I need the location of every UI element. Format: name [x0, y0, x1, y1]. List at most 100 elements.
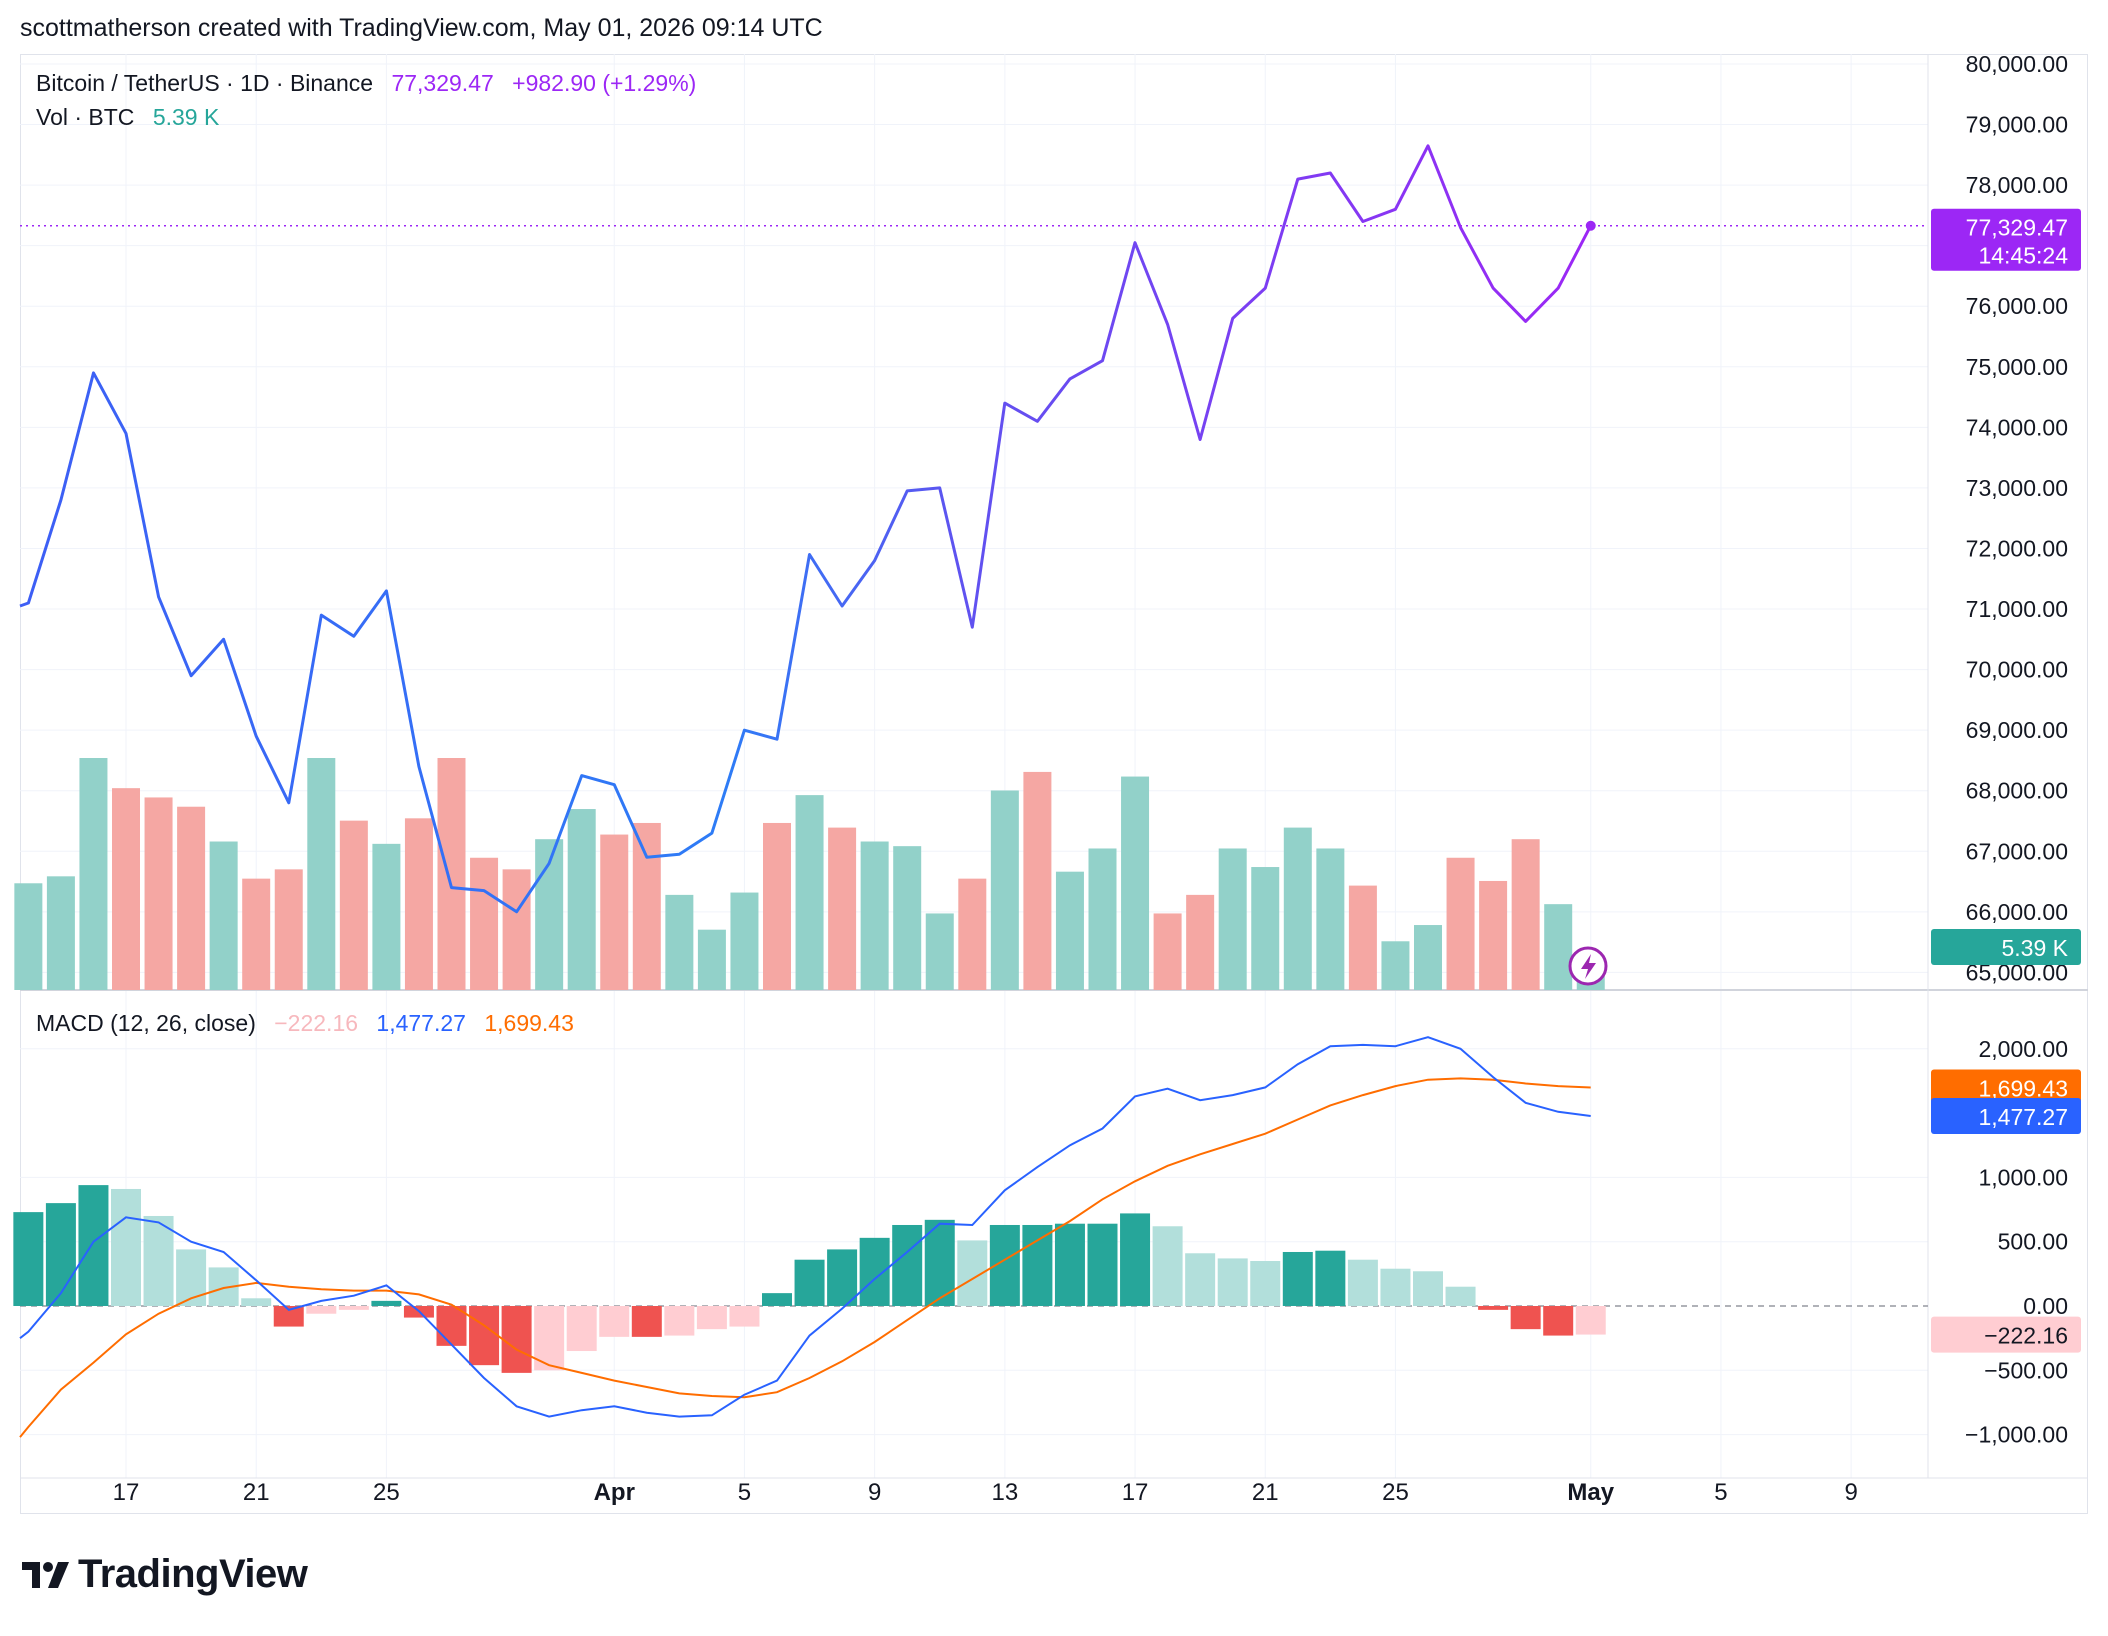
- price-tick-label: 70,000.00: [1966, 657, 2068, 683]
- volume-bar: [1121, 776, 1150, 990]
- volume-bar: [665, 894, 694, 990]
- lightning-icon: [1568, 946, 1608, 986]
- tradingview-logo[interactable]: TradingView: [22, 1552, 308, 1597]
- time-tick-label: 5: [1714, 1479, 1727, 1506]
- macd-histogram-bar: [176, 1249, 207, 1306]
- volume-bar: [958, 878, 987, 990]
- volume-bar: [1055, 871, 1084, 990]
- volume-bar: [1348, 885, 1377, 990]
- macd-histogram-bar: [1543, 1306, 1574, 1336]
- price-tick-label: 71,000.00: [1966, 596, 2068, 622]
- time-tick-label: 25: [373, 1479, 400, 1506]
- macd-badge-bg: [1931, 1098, 2081, 1135]
- legend-main: Bitcoin / TetherUS · 1D · Binance 77,329…: [36, 70, 696, 97]
- macd-histogram-bar: [1510, 1306, 1541, 1330]
- macd-signal-value: 1,699.43: [484, 1010, 574, 1036]
- macd-histogram-bar: [892, 1224, 923, 1306]
- macd-line-value: 1,477.27: [376, 1010, 466, 1036]
- time-tick-label: 5: [738, 1479, 751, 1506]
- volume-badge-text: 5.39 K: [2002, 935, 2069, 961]
- price-tick-label: 78,000.00: [1966, 172, 2068, 198]
- macd-histogram-bar: [827, 1249, 858, 1306]
- price-tick-label: 66,000.00: [1966, 899, 2068, 925]
- macd-histogram-bar: [436, 1306, 467, 1346]
- macd-histogram-bar: [1022, 1224, 1053, 1306]
- volume-bar: [242, 878, 271, 990]
- macd-histogram-bar: [78, 1185, 109, 1306]
- macd-histogram-bar: [1087, 1223, 1118, 1306]
- time-tick-label: 21: [243, 1479, 270, 1506]
- macd-histogram-bar: [664, 1306, 695, 1336]
- macd-histogram-bar: [1380, 1268, 1411, 1306]
- macd-badge-text: 1,477.27: [1978, 1104, 2068, 1130]
- volume-bar: [144, 797, 173, 990]
- hist-badge-bg: [1931, 1316, 2081, 1353]
- symbol-title[interactable]: Bitcoin / TetherUS · 1D · Binance: [36, 70, 374, 96]
- macd-histogram-bar: [143, 1215, 174, 1306]
- signal-badge-text: 1,699.43: [1978, 1075, 2068, 1101]
- macd-tick-label: −500.00: [1984, 1357, 2068, 1383]
- macd-histogram-bar: [762, 1293, 792, 1306]
- macd-histogram-bar: [1217, 1258, 1248, 1306]
- volume-label[interactable]: Vol · BTC: [36, 104, 135, 130]
- price-change: +982.90 (+1.29%): [512, 70, 697, 96]
- volume-bar: [632, 822, 661, 990]
- price-tick-label: 74,000.00: [1966, 414, 2068, 440]
- macd-histogram-bar: [1478, 1306, 1509, 1310]
- time-tick-label: 25: [1382, 1479, 1409, 1506]
- macd-histogram-bar: [1445, 1286, 1476, 1306]
- macd-histogram-bar: [338, 1306, 369, 1310]
- volume-bar: [502, 869, 531, 990]
- price-tick-label: 69,000.00: [1966, 717, 2068, 743]
- macd-histogram-bar: [794, 1259, 825, 1306]
- volume-bar: [828, 827, 857, 990]
- last-price-dot: [1585, 220, 1596, 231]
- macd-histogram-bar: [1347, 1259, 1378, 1306]
- macd-histogram-bar: [45, 1203, 76, 1306]
- tradingview-logo-text: TradingView: [78, 1552, 308, 1596]
- macd-tick-label: 500.00: [1998, 1229, 2068, 1255]
- volume-bar: [177, 806, 206, 990]
- macd-histogram-bar: [241, 1298, 272, 1306]
- macd-histogram-bar: [859, 1237, 890, 1306]
- time-tick-label: 9: [868, 1479, 881, 1506]
- macd-line: [19, 1036, 1591, 1418]
- time-tick-label: 13: [991, 1479, 1018, 1506]
- macd-label[interactable]: MACD (12, 26, close): [36, 1010, 256, 1036]
- volume-bar: [1153, 913, 1182, 990]
- legend-volume: Vol · BTC 5.39 K: [36, 104, 219, 131]
- macd-histogram-bar: [1575, 1306, 1606, 1335]
- price-tick-label: 79,000.00: [1966, 112, 2068, 138]
- volume-bar: [600, 834, 629, 990]
- signal-badge: 1,699.43: [1931, 1069, 2081, 1106]
- price-tick-label: 72,000.00: [1966, 535, 2068, 561]
- volume-bar: [307, 758, 336, 990]
- macd-histogram-bar: [631, 1306, 662, 1337]
- last-price-badge-bg: [1931, 208, 2081, 271]
- volume-bar: [339, 820, 368, 990]
- last-price-badge-text: 14:45:24: [1978, 243, 2068, 269]
- signal-badge-bg: [1931, 1069, 2081, 1106]
- tradingview-logo-icon: [22, 1561, 69, 1588]
- volume-bar: [404, 818, 433, 990]
- chart-credit: scottmatherson created with TradingView.…: [20, 14, 823, 42]
- volume-bar: [79, 758, 108, 990]
- volume-bar: [1088, 848, 1117, 990]
- volume-badge: 5.39 K: [1931, 929, 2081, 965]
- macd-histogram-bar: [599, 1306, 630, 1337]
- volume-bar: [697, 929, 726, 990]
- macd-histogram-bar: [1152, 1226, 1183, 1306]
- signal-line: [19, 1077, 1591, 1438]
- macd-badge: 1,477.27: [1931, 1098, 2081, 1135]
- volume-bar: [860, 841, 889, 990]
- volume-bar: [1479, 880, 1508, 990]
- macd-histogram-bar: [273, 1306, 304, 1327]
- volume-bar: [14, 883, 43, 990]
- volume-bar: [1186, 894, 1215, 990]
- volume-bar: [437, 758, 466, 990]
- time-tick-label: 21: [1252, 1479, 1279, 1506]
- time-tick-label: May: [1567, 1479, 1614, 1506]
- price-tick-label: 80,000.00: [1966, 51, 2068, 77]
- volume-bar: [1023, 771, 1052, 990]
